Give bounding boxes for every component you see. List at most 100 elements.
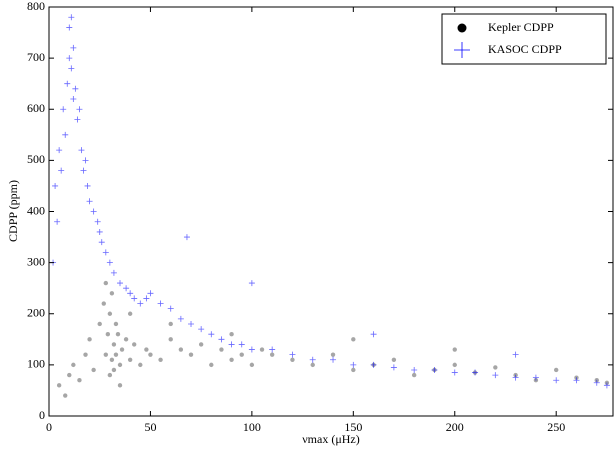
point bbox=[58, 167, 65, 174]
point bbox=[70, 96, 77, 103]
point bbox=[248, 346, 255, 353]
point bbox=[167, 305, 174, 312]
point bbox=[178, 347, 184, 352]
point bbox=[101, 301, 106, 306]
point bbox=[532, 374, 539, 381]
point bbox=[70, 44, 77, 51]
point bbox=[64, 80, 71, 87]
point bbox=[259, 347, 265, 352]
point bbox=[351, 367, 356, 373]
point bbox=[56, 147, 63, 154]
point bbox=[68, 65, 75, 72]
y-tick-label: 800 bbox=[27, 0, 45, 13]
point bbox=[109, 291, 115, 296]
point bbox=[138, 362, 143, 368]
point bbox=[290, 357, 295, 362]
point bbox=[80, 167, 87, 174]
point bbox=[248, 280, 255, 287]
legend-box bbox=[441, 13, 607, 65]
point bbox=[117, 383, 123, 388]
legend: Kepler CDPP KASOC CDPP bbox=[441, 13, 607, 65]
point bbox=[68, 14, 75, 21]
point bbox=[269, 352, 275, 357]
point bbox=[76, 106, 83, 113]
point bbox=[52, 182, 59, 189]
point bbox=[103, 352, 109, 357]
point bbox=[111, 367, 117, 373]
point bbox=[71, 362, 76, 368]
point bbox=[351, 337, 356, 342]
series bbox=[56, 280, 610, 398]
point bbox=[98, 239, 105, 246]
point bbox=[123, 285, 130, 292]
point bbox=[269, 346, 276, 353]
point bbox=[168, 321, 173, 327]
legend-marker bbox=[454, 42, 470, 58]
point bbox=[84, 182, 91, 189]
point bbox=[115, 332, 121, 337]
point bbox=[78, 147, 85, 154]
point bbox=[66, 24, 73, 31]
point bbox=[390, 364, 397, 371]
x-tick-label: 50 bbox=[144, 420, 156, 434]
point bbox=[391, 357, 397, 362]
series bbox=[50, 14, 610, 389]
point bbox=[198, 326, 205, 333]
point bbox=[110, 269, 117, 276]
point bbox=[132, 342, 137, 347]
legend-label: KASOC CDPP bbox=[488, 42, 562, 56]
point bbox=[54, 218, 61, 225]
point bbox=[144, 347, 149, 352]
point bbox=[188, 320, 195, 327]
point bbox=[188, 352, 194, 357]
point bbox=[168, 337, 173, 342]
y-tick-label: 300 bbox=[27, 254, 45, 268]
point bbox=[370, 361, 377, 368]
point bbox=[309, 356, 316, 363]
point bbox=[113, 321, 119, 327]
point bbox=[411, 372, 417, 378]
point bbox=[90, 208, 97, 215]
point bbox=[512, 374, 519, 381]
point bbox=[218, 336, 225, 343]
point bbox=[147, 290, 154, 297]
point bbox=[209, 362, 214, 368]
point bbox=[63, 393, 68, 398]
point bbox=[82, 157, 89, 164]
point bbox=[91, 367, 96, 373]
point bbox=[148, 352, 153, 357]
x-axis-label: νmax (μHz) bbox=[302, 432, 360, 446]
point bbox=[573, 377, 580, 384]
point bbox=[94, 218, 101, 225]
point bbox=[96, 228, 103, 235]
point bbox=[119, 347, 125, 352]
point bbox=[208, 331, 215, 338]
y-tick-label: 100 bbox=[27, 357, 45, 371]
x-tick-label: 150 bbox=[344, 420, 362, 434]
point bbox=[117, 280, 124, 287]
point bbox=[109, 357, 115, 362]
point bbox=[553, 367, 559, 373]
point bbox=[67, 372, 72, 378]
point bbox=[87, 337, 92, 342]
point bbox=[249, 362, 255, 368]
point bbox=[72, 85, 79, 92]
y-tick-label: 600 bbox=[27, 101, 45, 115]
point bbox=[238, 341, 245, 348]
point bbox=[452, 347, 457, 352]
y-tick-label: 200 bbox=[27, 306, 45, 320]
point bbox=[219, 347, 224, 352]
point bbox=[66, 55, 73, 62]
point bbox=[472, 369, 479, 376]
point bbox=[451, 369, 458, 376]
y-tick-label: 0 bbox=[39, 408, 45, 422]
point bbox=[60, 106, 67, 113]
point bbox=[553, 377, 560, 384]
point bbox=[74, 116, 81, 123]
point bbox=[131, 295, 138, 302]
y-tick-label: 400 bbox=[27, 203, 45, 217]
point bbox=[157, 300, 164, 307]
x-tick-label: 200 bbox=[446, 420, 464, 434]
point bbox=[310, 362, 315, 368]
point bbox=[330, 356, 337, 363]
